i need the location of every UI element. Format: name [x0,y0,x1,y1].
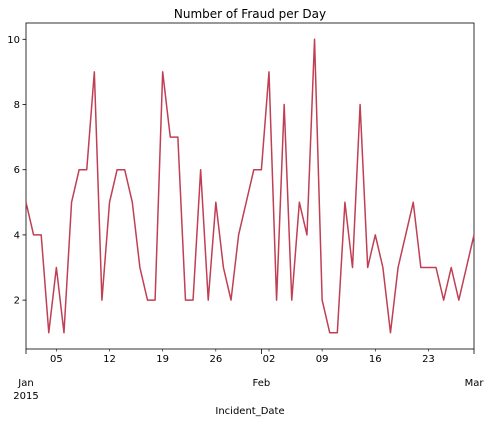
x-tick-label: 16 [369,354,382,365]
x-major-tick-label: Jan [17,378,33,389]
x-tick-label: 02 [263,354,276,365]
plot-area: 2 4 6 8 10 05 12 19 26 02 09 16 23 Jan 2015 Feb Mar [7,23,484,402]
y-tick-label: 10 [7,35,20,46]
x-tick-label: 26 [209,354,222,365]
x-tick-label: 05 [50,354,63,365]
chart-title: Number of Fraud per Day [174,7,326,21]
x-major-tick-label: Feb [253,378,271,389]
x-major-tick-label: Mar [465,378,485,389]
y-tick-label: 8 [14,100,20,111]
x-tick-label: 09 [316,354,329,365]
x-tick-label: 12 [103,354,116,365]
x-major-tick-sublabel: 2015 [13,391,38,402]
y-tick-label: 2 [14,296,20,307]
y-tick-label: 4 [14,230,20,241]
x-axis-label: Incident_Date [215,406,284,417]
x-tick-label: 19 [156,354,169,365]
series-line [26,39,474,332]
x-tick-label: 23 [422,354,435,365]
y-tick-label: 6 [14,165,20,176]
